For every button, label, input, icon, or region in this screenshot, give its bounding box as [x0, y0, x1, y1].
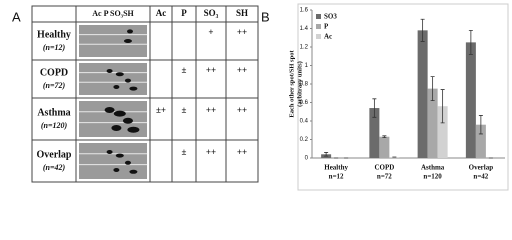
- bar: [427, 88, 438, 158]
- table-cell: ++: [237, 105, 247, 115]
- chart-frame: [297, 3, 509, 191]
- bar: [437, 106, 448, 158]
- error-bar: [324, 152, 329, 157]
- row-name: Healthy: [37, 29, 71, 40]
- row-count: (n=42): [43, 163, 66, 172]
- bar: [369, 108, 380, 158]
- y-tick-label: 0.8: [300, 82, 309, 88]
- bar: [475, 124, 486, 158]
- blot-spot: [124, 160, 131, 165]
- error-bar: [382, 135, 387, 139]
- column-header: Ac P SO₃SH: [92, 9, 134, 18]
- blot-spot: [104, 107, 115, 113]
- row-count: (n=120): [41, 121, 68, 130]
- table-cell: ++: [237, 147, 247, 157]
- column-header: SH: [236, 8, 248, 18]
- blot-spot: [127, 126, 140, 133]
- y-tick-label: 0.6: [300, 100, 309, 106]
- panel-label: B: [261, 9, 270, 24]
- legend-swatch: [316, 24, 321, 29]
- column-header: P: [181, 8, 187, 18]
- bar: [379, 136, 390, 158]
- y-tick-label: 0.2: [300, 137, 309, 143]
- row-name: Asthma: [37, 107, 70, 118]
- x-tick-sublabel: n=42: [473, 173, 488, 181]
- error-bar: [372, 98, 377, 118]
- y-tick-label: 0: [305, 156, 309, 162]
- blot-spot: [122, 117, 133, 124]
- error-bar: [430, 76, 435, 102]
- table-cell: ±: [182, 147, 187, 157]
- blot-spot: [115, 72, 124, 77]
- blot-spot: [113, 85, 120, 89]
- table-cell: ++: [237, 27, 247, 37]
- legend-swatch: [316, 14, 321, 19]
- error-bar: [440, 89, 445, 124]
- table-cell: ++: [206, 147, 216, 157]
- blot-image: [79, 25, 147, 57]
- y-tick-label: 1: [305, 63, 309, 69]
- error-bar: [478, 115, 483, 135]
- table-cell: ++: [206, 105, 216, 115]
- blot-spot: [111, 125, 122, 131]
- table-cell: ++: [237, 65, 247, 75]
- legend-label: SO3: [324, 13, 337, 21]
- blot-spot: [124, 78, 131, 83]
- blot-spot: [106, 69, 113, 73]
- legend-label: Ac: [324, 33, 332, 41]
- blot-spot: [115, 153, 124, 158]
- x-tick-label: Healthy: [324, 164, 348, 172]
- row-count: (n=12): [43, 43, 66, 52]
- row-count: (n=72): [43, 81, 66, 90]
- x-tick-sublabel: n=12: [329, 173, 344, 181]
- bar: [465, 42, 476, 158]
- legend-swatch: [316, 34, 321, 39]
- blot-spot: [127, 29, 133, 34]
- row-name: COPD: [40, 67, 68, 78]
- table-cell: ++: [206, 65, 216, 75]
- column-header: SO₃: [204, 8, 219, 18]
- y-tick-label: 1.4: [300, 26, 309, 32]
- blot-spot: [106, 150, 113, 154]
- x-tick-label: Overlap: [469, 164, 494, 172]
- blot-image: [79, 143, 147, 179]
- table-cell: ±+: [156, 105, 166, 115]
- blot-spot: [129, 86, 138, 91]
- blot-spot: [123, 39, 132, 43]
- x-tick-sublabel: n=120: [423, 173, 442, 181]
- table-cell: ±: [182, 105, 187, 115]
- row-name: Overlap: [37, 149, 72, 160]
- x-tick-label: Asthma: [421, 164, 445, 172]
- column-header: Ac: [156, 8, 167, 18]
- table-cell: +: [208, 27, 213, 37]
- blot-image: [79, 63, 147, 95]
- y-axis-label: Each other spot/SH spot: [288, 50, 295, 118]
- bar: [389, 157, 400, 158]
- blot-spot: [129, 169, 138, 174]
- y-tick-label: 1.2: [300, 45, 309, 51]
- blot-spot: [113, 110, 126, 117]
- error-bar: [468, 29, 473, 55]
- legend-label: P: [324, 23, 329, 31]
- x-tick-sublabel: n=72: [377, 173, 392, 181]
- x-tick-label: COPD: [374, 164, 394, 172]
- panel-label: A: [12, 9, 21, 24]
- table-cell: ±: [182, 65, 187, 75]
- table-border: [31, 5, 259, 183]
- y-axis-label: (arbitrary units): [296, 61, 303, 107]
- y-tick-label: 0.4: [300, 119, 309, 125]
- bar: [417, 30, 428, 159]
- y-tick-label: 1.6: [300, 8, 309, 14]
- error-bar: [420, 18, 425, 42]
- blot-spot: [113, 168, 120, 172]
